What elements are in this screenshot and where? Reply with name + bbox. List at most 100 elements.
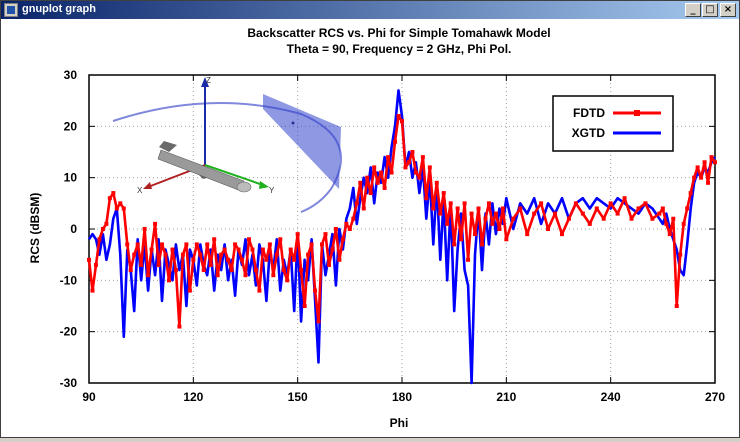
data-point-fdtd — [479, 242, 484, 247]
data-point-fdtd — [177, 324, 182, 329]
data-point-fdtd — [594, 206, 599, 211]
data-point-fdtd — [274, 252, 279, 257]
data-point-fdtd — [320, 242, 325, 247]
data-point-fdtd — [309, 242, 314, 247]
data-point-fdtd — [657, 211, 662, 216]
data-point-fdtd — [306, 252, 311, 257]
data-point-fdtd — [93, 262, 98, 267]
data-point-fdtd — [180, 252, 185, 257]
data-point-fdtd — [410, 150, 415, 154]
y-tick-label: 0 — [70, 222, 77, 236]
data-point-fdtd — [97, 237, 102, 242]
data-point-fdtd — [215, 273, 220, 278]
data-point-fdtd — [354, 201, 359, 206]
data-point-fdtd — [361, 206, 366, 211]
data-point-fdtd — [573, 201, 578, 206]
y-axis-line — [204, 164, 264, 186]
plot-border — [88, 74, 716, 384]
data-point-fdtd — [469, 211, 474, 216]
data-point-fdtd — [681, 221, 686, 226]
maximize-button[interactable]: □ — [702, 3, 718, 17]
data-point-fdtd — [476, 206, 481, 211]
data-point-fdtd — [441, 191, 446, 196]
data-point-fdtd — [699, 175, 704, 180]
data-point-fdtd — [532, 211, 537, 216]
x-tick-label: 120 — [183, 390, 203, 404]
chart-subtitle: Theta = 90, Frequency = 2 GHz, Phi Pol. — [287, 42, 512, 56]
grid — [89, 75, 715, 383]
data-point-fdtd — [452, 242, 457, 247]
legend-box — [552, 95, 674, 152]
data-point-fdtd — [160, 242, 165, 247]
data-point-fdtd — [212, 237, 217, 242]
y-tick-label: 30 — [64, 68, 78, 82]
data-point-fdtd — [546, 227, 551, 231]
data-point-fdtd — [114, 206, 119, 211]
missile-wing-rear — [159, 141, 177, 152]
data-point-fdtd — [424, 196, 429, 201]
data-point-fdtd — [163, 252, 168, 257]
data-point-fdtd — [194, 242, 199, 247]
data-point-fdtd — [208, 262, 213, 267]
tick-labels: 90 120 150 180 210 240 270 -30 -20 -10 0 10 20 30 — [60, 68, 726, 404]
data-point-fdtd — [580, 211, 585, 216]
data-point-fdtd — [156, 262, 161, 267]
data-point-fdtd — [678, 252, 683, 257]
data-point-fdtd — [166, 278, 171, 283]
series-xgtd — [87, 89, 717, 385]
app-icon[interactable] — [4, 3, 18, 17]
data-point-fdtd — [525, 232, 530, 237]
data-point-fdtd — [671, 216, 676, 221]
data-point-fdtd — [420, 155, 425, 160]
data-point-fdtd — [406, 160, 411, 165]
data-point-fdtd — [330, 247, 335, 252]
data-point-fdtd — [660, 206, 665, 211]
data-point-fdtd — [222, 247, 227, 252]
data-point-fdtd — [427, 165, 432, 170]
data-point-fdtd — [246, 237, 251, 242]
data-point-fdtd — [382, 185, 387, 190]
data-point-fdtd — [316, 319, 321, 324]
data-point-fdtd — [455, 206, 460, 211]
data-point-fdtd — [340, 237, 345, 242]
missile-body — [157, 149, 245, 192]
data-point-fdtd — [313, 288, 318, 293]
x-tick-label: 270 — [705, 390, 725, 404]
data-point-fdtd — [438, 211, 443, 216]
close-button[interactable]: × — [720, 3, 736, 17]
data-point-fdtd — [709, 155, 714, 160]
minimize-button[interactable]: _ — [685, 3, 701, 17]
data-point-fdtd — [149, 247, 154, 252]
data-point-fdtd — [636, 206, 641, 211]
data-point-fdtd — [299, 268, 304, 273]
axes — [88, 74, 716, 384]
data-point-fdtd — [417, 175, 422, 180]
data-point-fdtd — [191, 257, 196, 262]
data-point-fdtd — [431, 206, 436, 211]
data-point-fdtd — [125, 242, 130, 247]
y-tick-label: -30 — [60, 376, 78, 390]
data-point-fdtd — [629, 216, 634, 221]
data-point-fdtd — [344, 221, 349, 226]
data-point-fdtd — [601, 216, 606, 221]
x-axis-arrow — [143, 182, 152, 189]
data-point-fdtd — [372, 165, 377, 170]
data-point-fdtd — [688, 191, 693, 196]
y-axis-title: RCS (dBSM) — [28, 193, 42, 264]
data-point-fdtd — [500, 206, 505, 211]
data-point-fdtd — [643, 201, 648, 206]
title-bar[interactable]: gnuplot graph _ □ × — [1, 1, 739, 19]
data-point-fdtd — [379, 170, 384, 175]
plot-area: Backscatter RCS vs. Phi for Simple Tomah… — [1, 19, 739, 437]
data-point-fdtd — [511, 216, 516, 221]
data-point-fdtd — [292, 257, 297, 262]
data-point-fdtd — [111, 191, 116, 196]
data-point-fdtd — [674, 304, 679, 308]
x-tick-label: 90 — [82, 390, 96, 404]
data-point-fdtd — [104, 221, 109, 226]
plane-marker — [291, 121, 295, 125]
series-layer — [87, 89, 717, 385]
data-point-fdtd — [358, 180, 363, 185]
z-axis-arrow — [201, 77, 209, 87]
data-point-fdtd — [107, 196, 112, 201]
